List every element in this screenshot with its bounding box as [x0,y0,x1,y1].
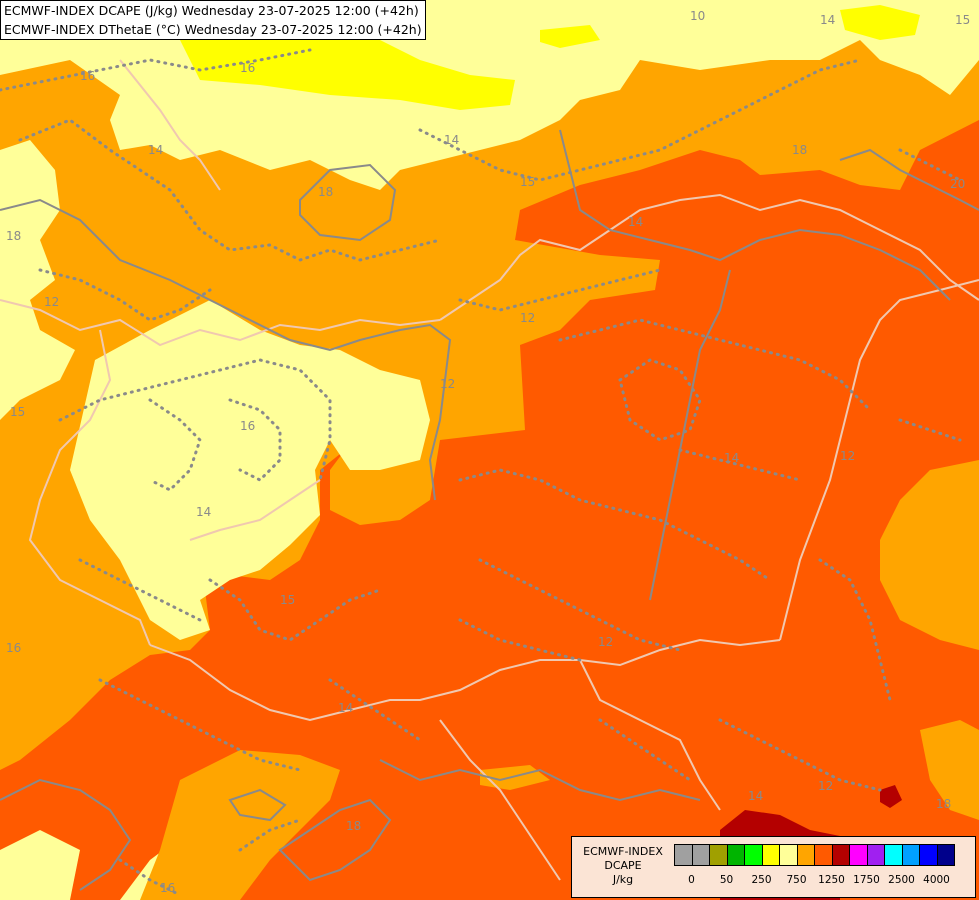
legend-title-model: ECMWF-INDEX [583,845,663,858]
legend-tick-label: 50 [719,874,734,886]
legend-swatch [901,844,920,866]
legend-title-unit: J/kg [612,873,634,886]
legend-swatch [726,844,745,866]
color-legend: ECMWF-INDEX DCAPE J/kg 0 50 250 750 1250 1750… [571,836,976,898]
contour-label: 15 [520,175,535,189]
region-yellow-n2 [540,25,600,48]
legend-swatch [919,844,938,866]
contour-label: 16 [240,61,255,75]
contour-label: 14 [196,505,211,519]
legend-title: ECMWF-INDEX DCAPE J/kg [576,845,670,887]
contour-label: 14 [628,215,643,229]
contour-label: 12 [598,635,613,649]
region-yellow-ne [840,5,920,40]
contour-label: 16 [6,641,21,655]
legend-tick-label: 1750 [853,874,880,886]
coastlines-rivers [0,129,979,891]
legend-ticks: 0 50 250 750 1250 1750 2500 4000 [674,874,974,888]
contour-label: 18 [346,819,361,833]
contour-label: 18 [318,185,333,199]
legend-color-bar [674,844,955,866]
contour-label: 14 [724,451,739,465]
legend-swatch [884,844,903,866]
title-line-dthetae: ECMWF-INDEX DThetaE (°C) Wednesday 23-07… [4,22,422,37]
region-orange-east2 [920,720,979,820]
dthetae-contours [0,48,962,897]
contour-labels: 16 14 18 16 15 14 10 14 15 18 20 18 12 1… [6,9,970,895]
contour-label: 15 [10,405,25,419]
contour-label: 14 [748,789,763,803]
contour-label: 18 [936,797,951,811]
title-line-dcape: ECMWF-INDEX DCAPE (J/kg) Wednesday 23-07… [4,3,419,18]
legend-tick-label: 750 [786,874,807,886]
contour-label: 15 [280,593,295,607]
contour-label: 12 [840,449,855,463]
region-pale-yellow-west [0,140,75,420]
contour-label: 14 [148,143,163,157]
legend-tick-label: 0 [688,874,695,886]
contour-label: 14 [820,13,835,27]
legend-swatch [796,844,815,866]
region-dark-red-spot [880,785,902,808]
contour-label: 20 [950,177,965,191]
contour-label: 18 [6,229,21,243]
contour-label: 12 [520,311,535,325]
legend-swatch [709,844,728,866]
contour-label: 18 [792,143,807,157]
legend-tick-label: 4000 [923,874,950,886]
legend-swatch [849,844,868,866]
legend-tick-label: 2500 [888,874,915,886]
region-pale-yellow-sw2 [0,830,80,900]
contour-label: 14 [338,701,353,715]
region-orange-south [140,750,340,900]
legend-tick-label: 250 [751,874,772,886]
legend-swatch [866,844,885,866]
legend-swatch [744,844,763,866]
contour-label: 12 [440,377,455,391]
legend-tick-label: 1250 [818,874,845,886]
contour-label: 16 [160,881,175,895]
region-orange-west [0,0,979,770]
contour-label: 16 [240,419,255,433]
contour-label: 15 [955,13,970,27]
contour-label: 12 [818,779,833,793]
legend-swatch [936,844,955,866]
legend-swatch [831,844,850,866]
country-borders [0,59,979,881]
legend-title-variable: DCAPE [604,859,642,872]
contour-label: 10 [690,9,705,23]
map-title: ECMWF-INDEX DCAPE (J/kg) Wednesday 23-07… [0,0,426,40]
legend-swatch [761,844,780,866]
legend-swatch [674,844,693,866]
contour-label: 14 [444,133,459,147]
legend-swatch [779,844,798,866]
legend-swatch [814,844,833,866]
region-yellow-north [180,25,515,110]
region-orange-se [880,460,979,650]
legend-swatch [691,844,710,866]
contour-label: 12 [44,295,59,309]
contour-label: 16 [80,69,95,83]
